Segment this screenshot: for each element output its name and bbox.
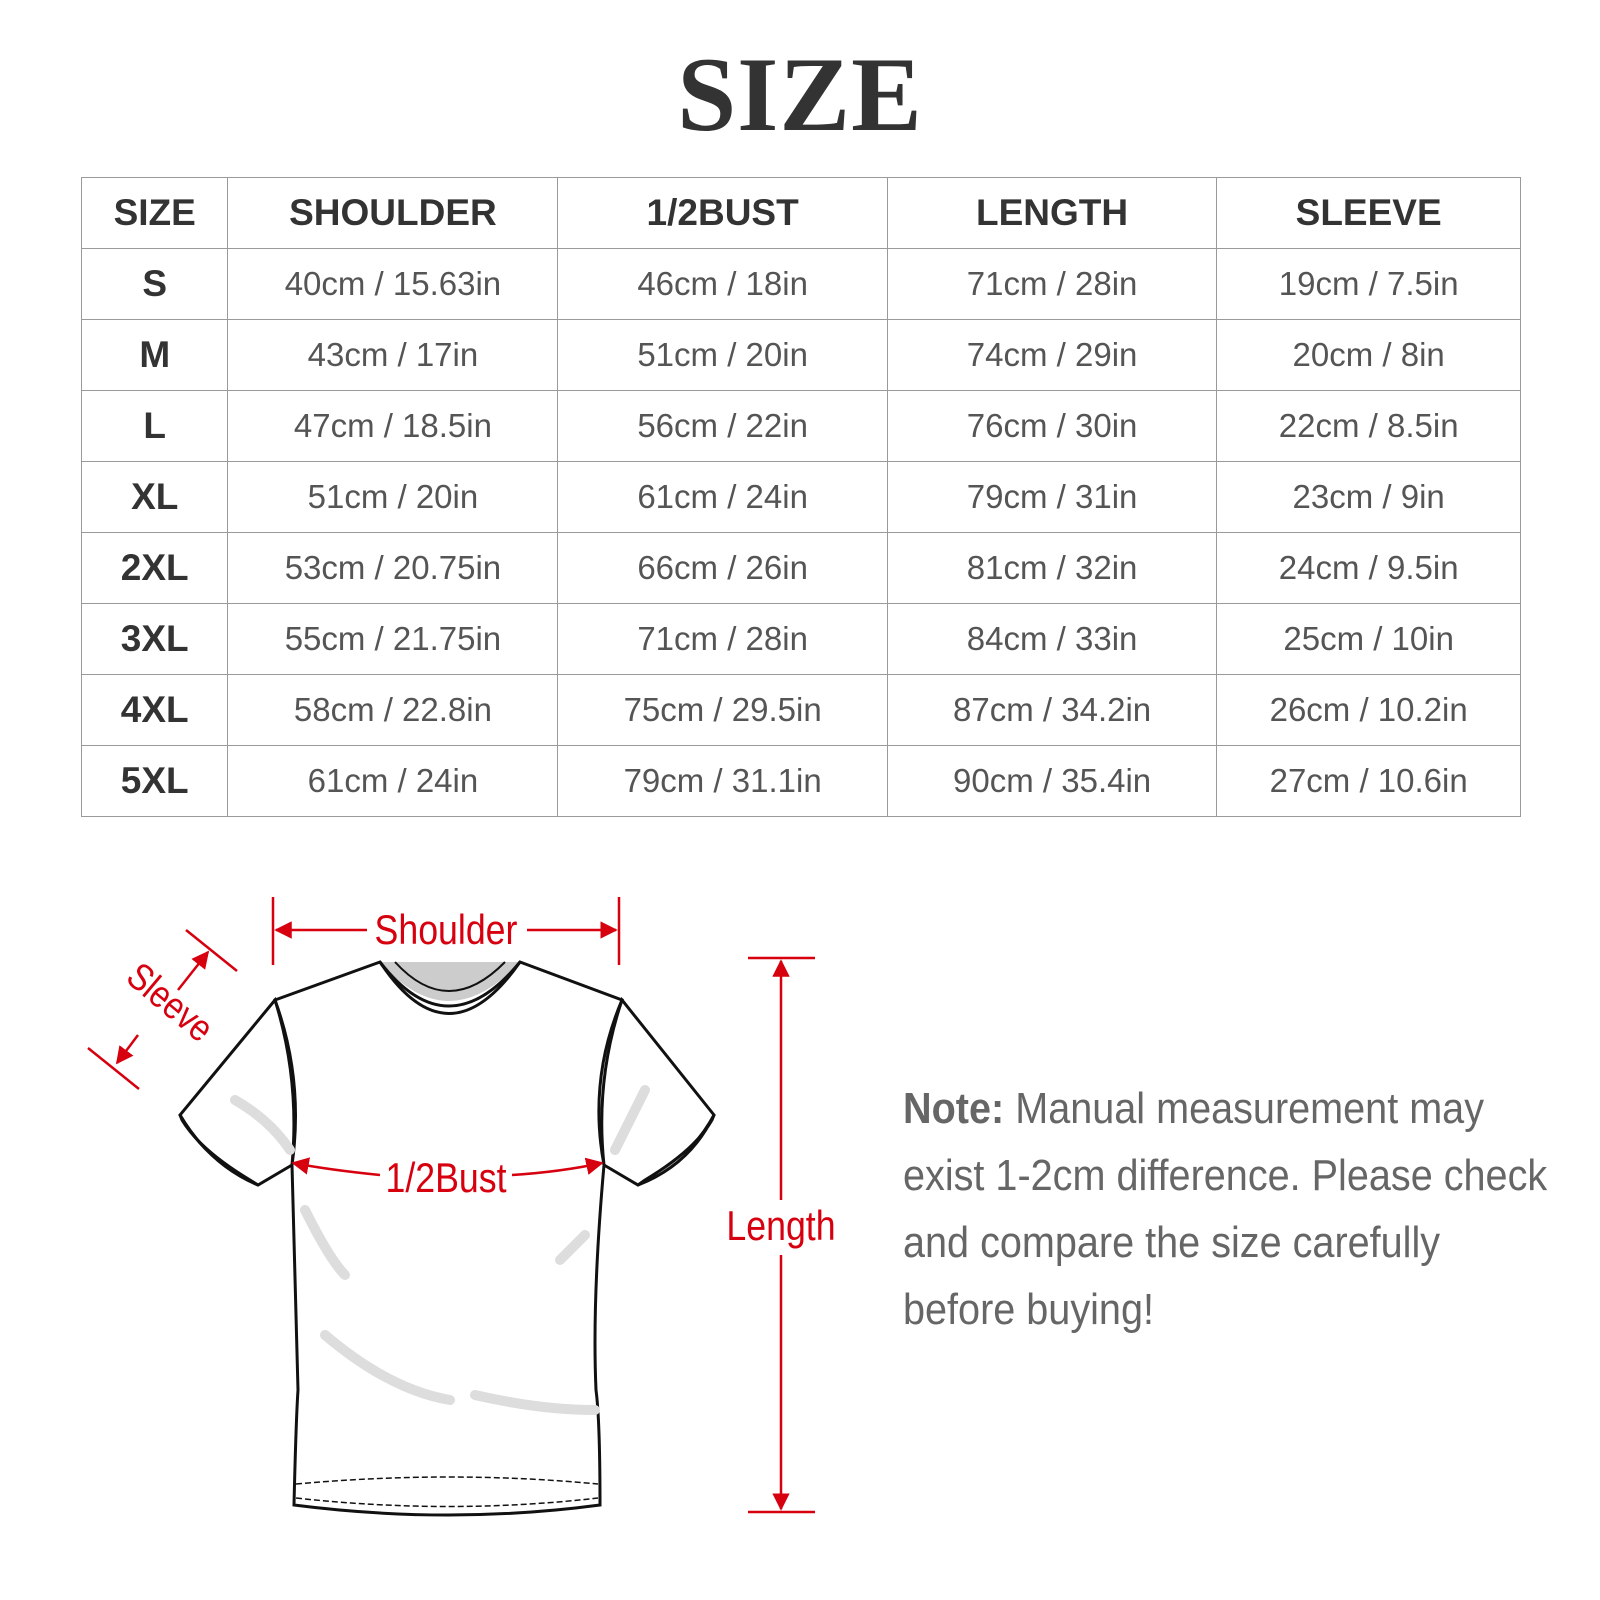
note-label: Note: [903,1084,1005,1133]
page-title: SIZE [677,36,923,153]
measurement-cell: 22cm / 8.5in [1216,390,1521,462]
measurement-cell: 58cm / 22.8in [227,674,559,746]
measurement-cell: 76cm / 30in [886,390,1218,462]
measurement-cell: 71cm / 28in [557,603,888,675]
length-label: Length [726,1203,835,1249]
table-row: 5XL 61cm / 24in 79cm / 31.1in 90cm / 35.4in… [80,745,1521,817]
sleeve-label: Sleeve [119,955,222,1051]
table-row: M 43cm / 17in 51cm / 20in 74cm / 29in 20cm /… [80,319,1521,391]
measurement-cell: 51cm / 20in [227,461,559,533]
measurement-cell: 23cm / 9in [1216,461,1521,533]
measurement-cell: 40cm / 15.63in [227,248,559,320]
tshirt-illustration [178,960,716,1517]
note-text: Note: Manual measurement may exist 1-2cm… [903,1075,1551,1343]
measurement-cell: 27cm / 10.6in [1216,745,1521,817]
length-measure [748,956,815,1514]
size-cell: 4XL [80,674,229,746]
measurement-cell: 55cm / 21.75in [227,603,559,675]
column-header: SIZE [80,177,229,249]
size-table: SIZE SHOULDER 1/2BUST LENGTH SLEEVE S 40cm / … [80,177,1521,817]
measurement-cell: 79cm / 31.1in [557,745,888,817]
measurement-cell: 61cm / 24in [557,461,888,533]
size-cell: XL [80,461,229,533]
table-row: 3XL 55cm / 21.75in 71cm / 28in 84cm / 33in 2… [80,603,1521,675]
measurement-cell: 61cm / 24in [227,745,559,817]
measurement-cell: 43cm / 17in [227,319,559,391]
measurement-cell: 46cm / 18in [557,248,888,320]
table-row: S 40cm / 15.63in 46cm / 18in 71cm / 28in 19c… [80,248,1521,320]
size-cell: 5XL [80,745,229,817]
size-cell: L [80,390,229,462]
size-cell: 3XL [80,603,229,675]
table-row: L 47cm / 18.5in 56cm / 22in 76cm / 30in 22cm… [80,390,1521,462]
table-header-row: SIZE SHOULDER 1/2BUST LENGTH SLEEVE [80,177,1521,249]
measurement-cell: 84cm / 33in [886,603,1218,675]
measurement-cell: 87cm / 34.2in [886,674,1218,746]
measurement-cell: 53cm / 20.75in [227,532,559,604]
measurement-cell: 79cm / 31in [886,461,1218,533]
measurement-cell: 56cm / 22in [557,390,888,462]
shoulder-measure [271,897,621,965]
measurement-cell: 20cm / 8in [1216,319,1521,391]
measurement-cell: 24cm / 9.5in [1216,532,1521,604]
shoulder-label: Shoulder [375,907,518,953]
measurement-cell: 81cm / 32in [886,532,1218,604]
size-cell: M [80,319,229,391]
measurement-cell: 25cm / 10in [1216,603,1521,675]
measurement-cell: 71cm / 28in [886,248,1218,320]
measurement-cell: 19cm / 7.5in [1216,248,1521,320]
sleeve-measure [87,929,238,1090]
table-row: XL 51cm / 20in 61cm / 24in 79cm / 31in 23cm … [80,461,1521,533]
measurement-cell: 75cm / 29.5in [557,674,888,746]
measurement-cell: 74cm / 29in [886,319,1218,391]
measurement-cell: 90cm / 35.4in [886,745,1218,817]
table-row: 2XL 53cm / 20.75in 66cm / 26in 81cm / 32in 2… [80,532,1521,604]
bust-label: 1/2Bust [385,1155,506,1201]
measurement-cell: 66cm / 26in [557,532,888,604]
measurement-cell: 26cm / 10.2in [1216,674,1521,746]
column-header: 1/2BUST [557,177,888,249]
table-row: 4XL 58cm / 22.8in 75cm / 29.5in 87cm / 34.2… [80,674,1521,746]
size-cell: S [80,248,229,320]
note-body: Manual measurement may exist 1-2cm diffe… [903,1084,1548,1334]
column-header: SLEEVE [1216,177,1521,249]
column-header: LENGTH [886,177,1218,249]
bust-measure [291,1157,604,1177]
